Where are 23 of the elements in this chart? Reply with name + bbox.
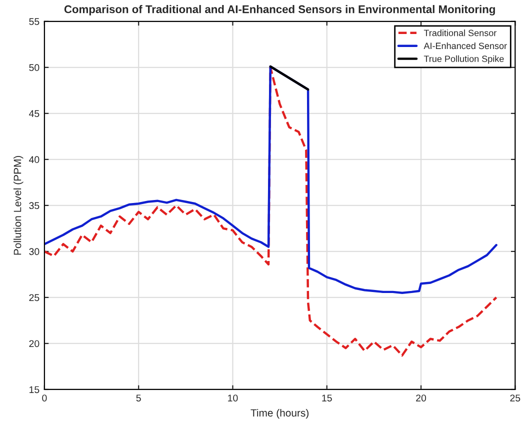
- y-tick-label: 20: [29, 340, 40, 348]
- y-axis-title: Pollution Level (PPM): [14, 156, 24, 255]
- x-tick-label: 10: [228, 394, 238, 402]
- x-axis-title: Time (hours): [250, 408, 308, 419]
- legend-label: Traditional Sensor: [424, 30, 496, 36]
- legend-label: AI-Enhanced Sensor: [424, 42, 507, 50]
- line-series: [44, 65, 498, 294]
- legend-label: True Pollution Spike: [424, 55, 504, 64]
- y-tick-label: 45: [29, 110, 40, 118]
- y-tick-label: 35: [29, 202, 40, 210]
- y-tick-label: 25: [29, 294, 40, 302]
- x-tick-label: 15: [322, 394, 332, 402]
- y-tick-label: 15: [30, 386, 40, 394]
- x-tick-label: 25: [510, 394, 520, 402]
- line-series: [44, 66, 498, 357]
- y-tick-label: 50: [29, 64, 40, 72]
- chart-title: Comparison of Traditional and AI-Enhanced Sensors in Environmental Monitoring: [64, 5, 495, 16]
- y-tick-label: 55: [29, 18, 40, 26]
- y-tick-label: 40: [29, 156, 40, 164]
- x-tick-label: 5: [136, 394, 141, 402]
- x-tick-label: 20: [416, 394, 426, 402]
- x-tick-label: 0: [42, 394, 47, 402]
- y-tick-label: 30: [29, 248, 40, 256]
